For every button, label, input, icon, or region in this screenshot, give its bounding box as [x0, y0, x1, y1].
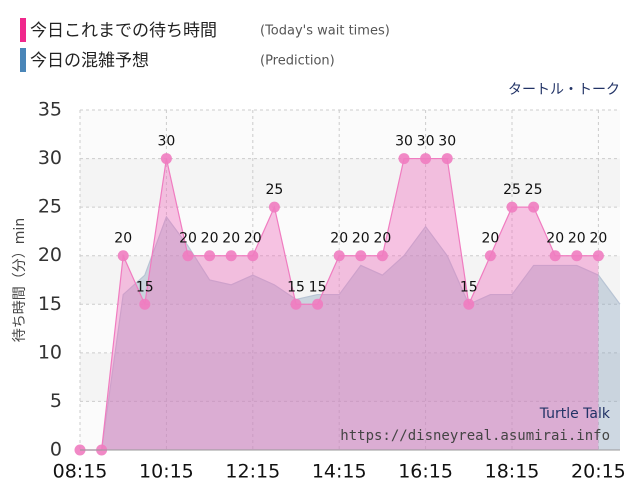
data-label: 30 — [417, 134, 435, 150]
data-label: 25 — [503, 182, 521, 198]
legend-swatch — [20, 18, 26, 42]
data-label: 30 — [395, 134, 413, 150]
marker — [117, 250, 129, 262]
legend-label: 今日の混雑予想 — [30, 51, 149, 71]
marker — [290, 298, 302, 310]
data-label: 25 — [525, 182, 543, 198]
marker — [268, 201, 280, 213]
marker — [376, 250, 388, 262]
x-tick-label: 14:15 — [312, 461, 367, 483]
data-label: 15 — [460, 279, 478, 295]
grid-band — [80, 401, 620, 450]
annotation: https://disneyreal.asumirai.info — [340, 428, 610, 444]
y-tick-label: 20 — [38, 244, 62, 266]
marker — [247, 250, 259, 262]
x-tick-label: 16:15 — [398, 461, 453, 483]
marker — [355, 250, 367, 262]
data-label: 20 — [373, 231, 391, 247]
legend-swatch — [20, 48, 26, 72]
y-tick-label: 25 — [38, 196, 62, 218]
grid-band — [80, 110, 620, 159]
data-label: 20 — [244, 231, 262, 247]
data-label: 15 — [287, 279, 305, 295]
marker — [484, 250, 496, 262]
x-tick-label: 10:15 — [139, 461, 194, 483]
data-label: 30 — [157, 134, 175, 150]
data-label: 20 — [114, 231, 132, 247]
data-label: 20 — [352, 231, 370, 247]
y-tick-label: 15 — [38, 293, 62, 315]
legend-note: (Prediction) — [260, 54, 335, 69]
data-label: 20 — [481, 231, 499, 247]
marker — [398, 153, 410, 165]
area — [80, 158, 599, 451]
data-label: 20 — [222, 231, 240, 247]
marker — [225, 250, 237, 262]
data-label: 15 — [136, 279, 154, 295]
y-tick-label: 35 — [38, 99, 62, 121]
legend-label: 今日これまでの待ち時間 — [30, 21, 217, 41]
y-tick-label: 5 — [50, 390, 62, 412]
marker — [182, 250, 194, 262]
marker — [463, 298, 475, 310]
marker — [441, 153, 453, 165]
grid-band — [80, 304, 620, 353]
data-label: 30 — [438, 134, 456, 150]
marker — [312, 298, 324, 310]
marker — [571, 250, 583, 262]
data-label: 20 — [546, 231, 564, 247]
marker — [420, 153, 432, 165]
marker — [139, 298, 151, 310]
x-tick-label: 18:15 — [485, 461, 540, 483]
data-label: 15 — [309, 279, 327, 295]
y-tick-label: 0 — [50, 439, 62, 461]
y-tick-label: 10 — [38, 341, 62, 363]
x-tick-label: 08:15 — [53, 461, 108, 483]
legend-note: (Today's wait times) — [260, 24, 390, 39]
grid-band — [80, 352, 620, 402]
marker — [333, 250, 345, 262]
marker — [549, 250, 561, 262]
marker — [204, 250, 216, 262]
marker — [506, 201, 518, 213]
data-label: 20 — [568, 231, 586, 247]
data-label: 20 — [589, 231, 607, 247]
marker — [160, 153, 172, 165]
data-label: 20 — [201, 231, 219, 247]
chart-title: タートル・トーク — [508, 82, 620, 98]
x-tick-label: 12:15 — [225, 461, 280, 483]
x-tick-label: 20:15 — [571, 461, 626, 483]
y-axis-label: 待ち時間（分）min — [12, 218, 28, 342]
line — [80, 215, 621, 451]
data-label: 20 — [179, 231, 197, 247]
annotation: Turtle Talk — [539, 406, 611, 422]
grid-band — [80, 158, 620, 208]
grid-band — [80, 207, 620, 256]
y-tick-label: 30 — [38, 147, 62, 169]
marker — [528, 201, 540, 213]
area — [80, 216, 620, 450]
marker — [592, 250, 604, 262]
data-label: 20 — [330, 231, 348, 247]
data-label: 25 — [265, 182, 283, 198]
